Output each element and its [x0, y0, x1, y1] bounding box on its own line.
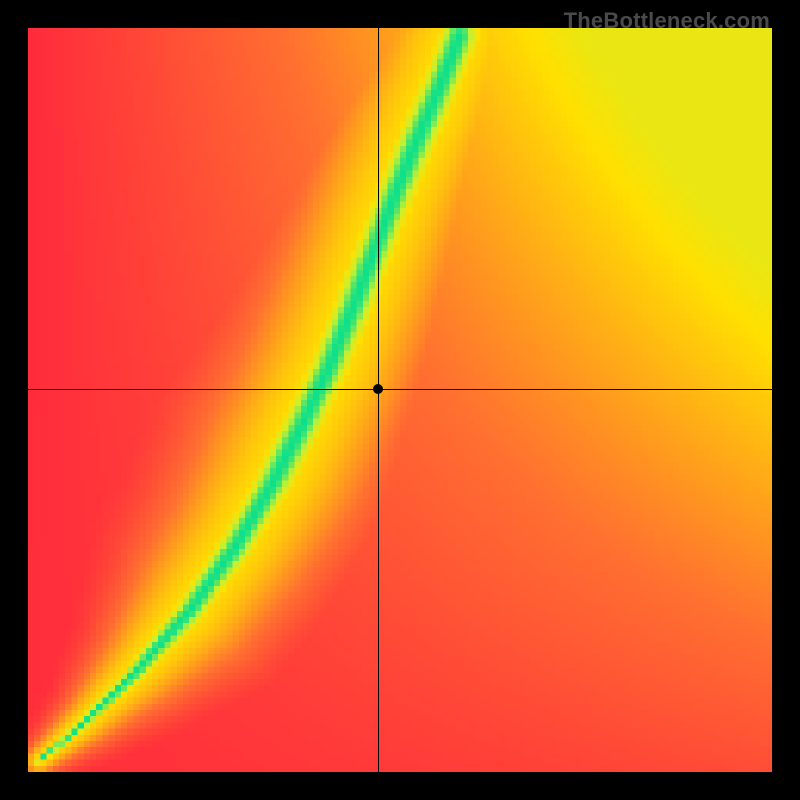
heatmap-canvas: [28, 28, 772, 772]
crosshair-horizontal: [28, 389, 772, 390]
plot-area: [28, 28, 772, 772]
chart-container: TheBottleneck.com: [0, 0, 800, 800]
watermark-text: TheBottleneck.com: [564, 8, 770, 34]
crosshair-marker: [373, 384, 383, 394]
crosshair-vertical: [378, 28, 379, 772]
